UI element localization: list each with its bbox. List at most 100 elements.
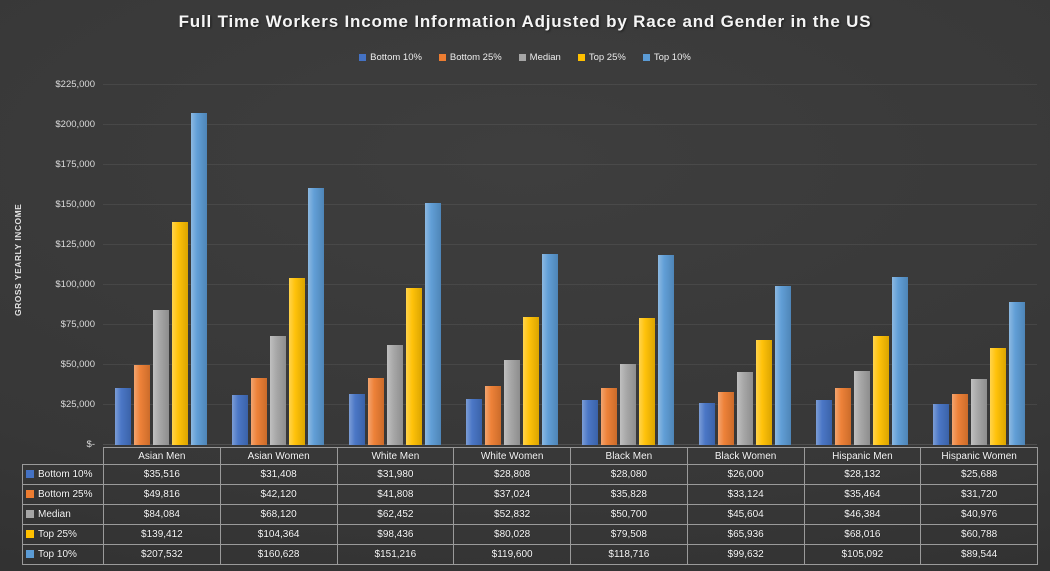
chart-title: Full Time Workers Income Information Adj…	[178, 12, 872, 31]
bar-bottom-25--hispanic-men	[834, 388, 851, 445]
gridline	[103, 244, 1037, 245]
value-cell-bottom-25--asian-women: $42,120	[219, 484, 338, 505]
bar-bottom-25--black-men	[601, 387, 618, 445]
data-table: Asian Men Asian Women White Men White Women…	[22, 447, 1038, 565]
bar-group-asian-women	[220, 85, 337, 445]
table-row-median: Median $84,084 $68,120 $62,452 $52,832 $50,70…	[22, 504, 1038, 525]
bar-median-asian-men	[153, 310, 170, 445]
legend-item-top-10-: Top 10%	[642, 52, 691, 63]
bar-top-10--black-women	[775, 285, 792, 445]
value-cell-top-25--asian-men: $139,412	[103, 524, 221, 545]
value-cell-top-10--hispanic-men: $105,092	[803, 544, 922, 565]
bar-top-25--hispanic-women	[989, 347, 1006, 445]
bar-bottom-10--hispanic-men	[815, 400, 832, 445]
row-header-bottom-25-: Bottom 25%	[22, 484, 104, 505]
category-header-asian-men: Asian Men	[103, 447, 221, 465]
value-cell-median-asian-men: $84,084	[103, 504, 221, 525]
bar-bottom-25--black-women	[718, 392, 735, 445]
legend: Bottom 10% Bottom 25% Median Top 25% Top 10%	[0, 52, 1050, 63]
legend-label: Median	[529, 52, 561, 63]
bar-bottom-10--asian-women	[232, 394, 249, 445]
value-cell-top-10--black-women: $99,632	[686, 544, 805, 565]
value-cell-bottom-10--hispanic-women: $25,688	[920, 464, 1038, 485]
value-cell-median-black-women: $45,604	[686, 504, 805, 525]
bar-top-10--white-men	[424, 203, 441, 445]
series-swatch-icon	[26, 550, 34, 558]
gridline	[103, 204, 1037, 205]
bar-bottom-25--asian-women	[251, 377, 268, 445]
bar-top-25--black-women	[756, 339, 773, 445]
value-cell-median-white-women: $52,832	[453, 504, 571, 525]
bar-group-asian-men	[103, 85, 220, 445]
value-cell-bottom-25--white-men: $41,808	[336, 484, 455, 505]
y-tick-label: $-	[86, 439, 95, 450]
series-swatch-icon	[26, 510, 34, 518]
row-header-top-25-: Top 25%	[22, 524, 104, 545]
value-cell-top-10--white-men: $151,216	[336, 544, 455, 565]
value-cell-bottom-10--black-men: $28,080	[570, 464, 688, 485]
bar-group-hispanic-men	[804, 85, 921, 445]
table-category-header-row: Asian Men Asian Women White Men White Women…	[23, 447, 1038, 465]
y-tick-label: $50,000	[60, 359, 95, 370]
bar-bottom-10--asian-men	[115, 388, 132, 445]
legend-swatch-icon	[642, 54, 650, 61]
bar-median-white-women	[503, 360, 520, 445]
value-cell-median-hispanic-men: $46,384	[803, 504, 922, 525]
value-cell-top-10--asian-men: $207,532	[103, 544, 221, 565]
y-tick-label: $75,000	[60, 319, 95, 330]
y-tick-label: $150,000	[55, 199, 95, 210]
bar-bottom-10--black-men	[582, 400, 599, 445]
bar-bottom-25--white-men	[367, 378, 384, 445]
bar-top-25--hispanic-men	[872, 336, 889, 445]
legend-swatch-icon	[359, 54, 367, 61]
bar-top-10--white-women	[541, 253, 558, 445]
gridline	[103, 164, 1037, 165]
bar-top-10--hispanic-men	[891, 276, 908, 445]
value-cell-bottom-10--black-women: $26,000	[686, 464, 805, 485]
value-cell-top-25--asian-women: $104,364	[219, 524, 338, 545]
bar-top-25--white-men	[405, 287, 422, 445]
series-swatch-icon	[26, 530, 34, 538]
value-cell-top-10--white-women: $119,600	[453, 544, 571, 565]
legend-swatch-icon	[577, 54, 585, 61]
legend-label: Bottom 25%	[449, 52, 502, 63]
legend-swatch-icon	[518, 54, 526, 61]
bar-group-black-women	[687, 85, 804, 445]
value-cell-bottom-25--black-men: $35,828	[570, 484, 688, 505]
value-cell-top-25--hispanic-men: $68,016	[803, 524, 922, 545]
category-header-black-men: Black Men	[570, 447, 688, 465]
value-cell-bottom-10--white-women: $28,808	[453, 464, 571, 485]
table-row-bottom-10-: Bottom 10% $35,516 $31,408 $31,980 $28,808 $2…	[22, 464, 1038, 485]
legend-label: Bottom 10%	[370, 52, 422, 63]
y-axis-title: GROSS YEARLY INCOME	[13, 203, 23, 317]
legend-item-median: Median	[518, 52, 561, 63]
series-swatch-icon	[26, 490, 34, 498]
bar-median-black-men	[620, 363, 637, 445]
category-header-hispanic-women: Hispanic Women	[920, 447, 1038, 465]
value-cell-median-hispanic-women: $40,976	[920, 504, 1038, 525]
bar-bottom-25--asian-men	[134, 365, 151, 445]
table-row-top-25-: Top 25% $139,412 $104,364 $98,436 $80,028 $79…	[22, 524, 1038, 545]
value-cell-bottom-10--asian-men: $35,516	[103, 464, 221, 485]
value-cell-bottom-25--asian-men: $49,816	[103, 484, 221, 505]
y-tick-label: $25,000	[60, 399, 95, 410]
value-cell-bottom-10--white-men: $31,980	[336, 464, 455, 485]
bar-group-white-women	[453, 85, 570, 445]
legend-label: Top 25%	[588, 52, 626, 63]
value-cell-top-10--asian-women: $160,628	[219, 544, 338, 565]
gridline	[103, 404, 1037, 405]
bar-top-25--asian-women	[289, 278, 306, 445]
legend-label: Top 10%	[653, 52, 691, 63]
series-swatch-icon	[26, 470, 34, 478]
y-tick-label: $200,000	[55, 119, 95, 130]
legend-item-bottom-10-: Bottom 10%	[359, 52, 422, 63]
category-header-white-women: White Women	[453, 447, 571, 465]
value-cell-bottom-10--asian-women: $31,408	[219, 464, 338, 485]
value-cell-median-black-men: $50,700	[570, 504, 688, 525]
gridline	[103, 284, 1037, 285]
category-header-hispanic-men: Hispanic Men	[803, 447, 922, 465]
bar-bottom-25--white-women	[484, 385, 501, 445]
bar-top-10--asian-men	[191, 112, 208, 445]
y-tick-label: $100,000	[55, 279, 95, 290]
